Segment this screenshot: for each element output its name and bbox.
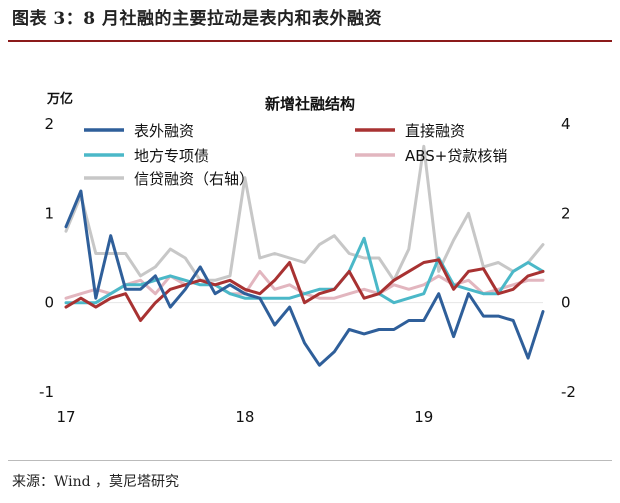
left-axis-unit: 万亿 <box>47 92 74 107</box>
x-tick-label: 19 <box>414 408 433 426</box>
series-line-1 <box>64 258 545 322</box>
left-tick-label: 2 <box>44 115 54 133</box>
legend-label: ABS+贷款核销 <box>405 147 507 165</box>
left-tick-label: 1 <box>44 204 54 222</box>
left-tick-label: -1 <box>39 383 54 401</box>
series-lines <box>64 144 545 367</box>
legend-label: 信贷融资（右轴） <box>134 170 254 188</box>
x-tick-label: 18 <box>235 408 254 426</box>
source-divider <box>8 460 612 461</box>
right-tick-label: 0 <box>561 294 571 312</box>
series-line-0 <box>64 189 545 367</box>
right-tick-label: 4 <box>561 115 571 133</box>
title-divider <box>8 40 612 42</box>
legend-label: 表外融资 <box>134 122 194 140</box>
x-tick-label: 17 <box>56 408 75 426</box>
source-note: 来源：Wind ，莫尼塔研究 <box>12 474 180 490</box>
left-tick-label: 0 <box>44 294 54 312</box>
chart-title: 新增社融结构 <box>264 95 355 113</box>
figure-title: 图表 3：8 月社融的主要拉动是表内和表外融资 <box>12 9 382 29</box>
right-tick-label: 2 <box>561 204 571 222</box>
series-line-4 <box>64 144 545 282</box>
legend-label: 地方专项债 <box>134 147 209 165</box>
right-tick-label: -2 <box>561 383 576 401</box>
legend-label: 直接融资 <box>405 122 465 140</box>
